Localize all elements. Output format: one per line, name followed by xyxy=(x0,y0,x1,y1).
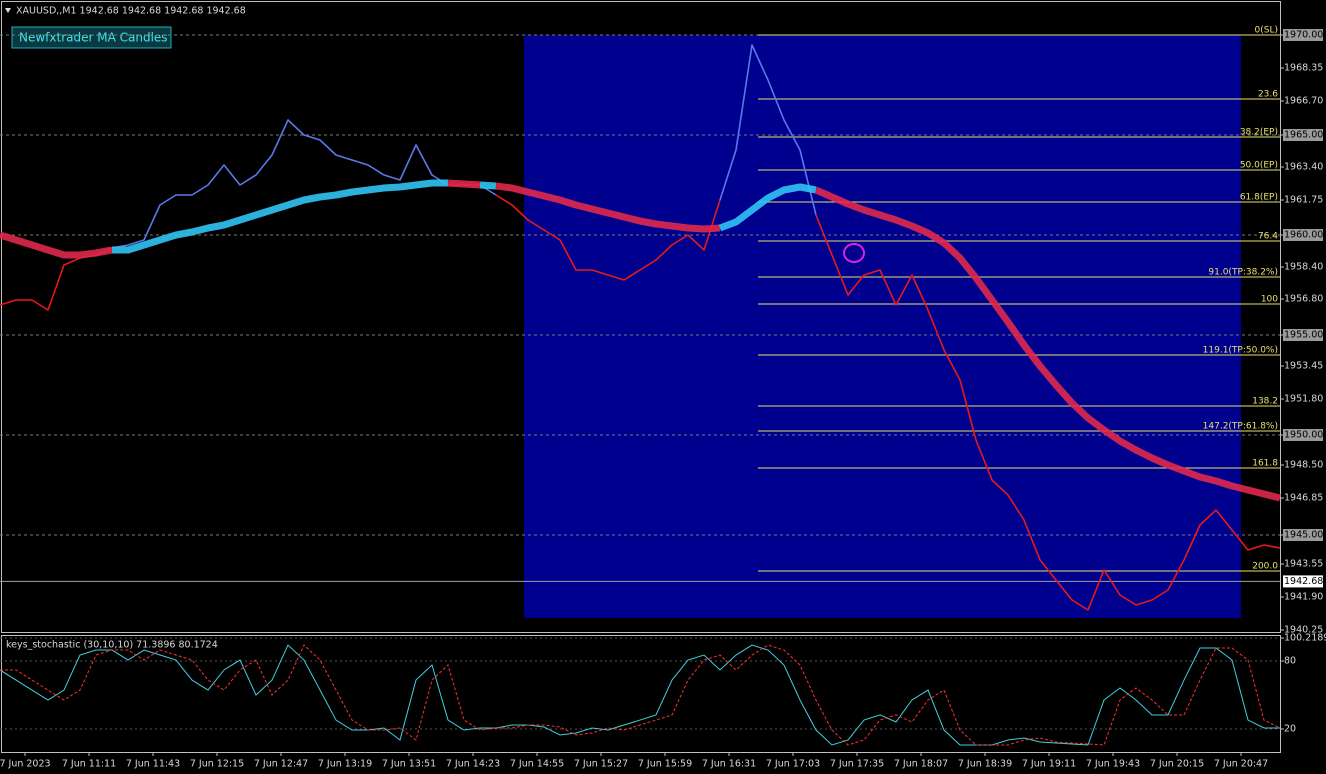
x-tick-label: 7 Jun 14:55 xyxy=(510,759,564,770)
fib-label: 38.2(EP) xyxy=(1240,128,1278,138)
x-tick-label: 7 Jun 17:35 xyxy=(830,759,884,770)
x-tick-label: 7 Jun 19:11 xyxy=(1022,759,1076,770)
fib-zone xyxy=(524,35,1241,618)
y-tick-label: 1941.90 xyxy=(1284,592,1323,603)
fib-label: 50.0(EP) xyxy=(1240,161,1278,171)
fib-label: 91.0(TP:38.2%) xyxy=(1208,268,1278,278)
y-tick-label: 1960.00 xyxy=(1284,230,1323,241)
x-tick-label: 7 Jun 12:47 xyxy=(254,759,308,770)
indicator-button[interactable] xyxy=(11,26,172,49)
fib-label: 119.1(TP:50.0%) xyxy=(1203,346,1278,356)
indicator-button-label[interactable]: Newfxtrader MA Candles xyxy=(19,31,168,45)
y-tick-label: 80 xyxy=(1284,656,1296,667)
y-tick-label: 1953.45 xyxy=(1284,361,1323,372)
marker-circle xyxy=(843,243,865,263)
y-tick-box xyxy=(1283,229,1323,241)
x-tick-label: 7 Jun 14:23 xyxy=(446,759,500,770)
y-tick-label: 1958.40 xyxy=(1284,262,1323,273)
price-line xyxy=(815,214,1281,611)
moving-average xyxy=(718,183,817,232)
x-tick-label: 7 Jun 18:07 xyxy=(894,759,948,770)
y-tick-label: 1951.80 xyxy=(1284,394,1323,405)
y-tick-label: 1970.00 xyxy=(1284,30,1323,41)
y-tick-label: 1955.00 xyxy=(1284,330,1323,341)
x-tick-label: 7 Jun 13:51 xyxy=(382,759,436,770)
x-tick-label: 7 Jun 12:15 xyxy=(190,759,244,770)
x-tick-label: 7 Jun 11:43 xyxy=(126,759,180,770)
stoch-panel-border xyxy=(1,635,1281,753)
y-tick-box xyxy=(1283,29,1323,41)
y-tick-label: 1966.70 xyxy=(1284,96,1323,107)
fib-label: 0(SL) xyxy=(1255,26,1278,36)
plot-layer: 0(SL) 23.6 38.2(EP) 50.0(EP) 61.8(EP) 76.4 91.… xyxy=(0,26,1326,770)
y-tick-label: 1963.40 xyxy=(1284,162,1323,173)
y-tick-label: 1948.50 xyxy=(1284,460,1323,471)
price-line xyxy=(719,44,817,216)
fib-label: 161.8 xyxy=(1252,459,1278,469)
y-tick-label: 1968.35 xyxy=(1284,63,1323,74)
current-price-box xyxy=(1283,575,1323,588)
current-price-label: 1942.68 xyxy=(1284,576,1323,587)
y-tick-label: 1956.80 xyxy=(1284,294,1323,305)
x-tick-label: 7 Jun 13:19 xyxy=(318,759,372,770)
symbol-info: XAUUSD,,M1 1942.68 1942.68 1942.68 1942.… xyxy=(16,6,246,17)
x-tick-label: 7 Jun 18:39 xyxy=(958,759,1012,770)
y-tick-box xyxy=(1283,129,1323,141)
price-line xyxy=(111,119,449,249)
x-tick-label: 7 Jun 15:59 xyxy=(638,759,692,770)
moving-average xyxy=(814,186,1281,502)
moving-average xyxy=(447,179,481,189)
x-tick-label: 7 Jun 17:03 xyxy=(766,759,820,770)
y-tick-label: 20 xyxy=(1284,724,1296,735)
x-tick-label: 7 Jun 20:47 xyxy=(1214,759,1268,770)
y-tick-label: 1961.75 xyxy=(1284,195,1323,206)
menu-arrow[interactable] xyxy=(5,8,11,13)
main-panel-border xyxy=(1,1,1281,633)
fib-label: 200.0 xyxy=(1252,562,1278,572)
fib-label: 138.2 xyxy=(1252,397,1278,407)
price-line xyxy=(495,194,721,281)
x-tick-label: 7 Jun 15:27 xyxy=(574,759,628,770)
moving-average xyxy=(112,179,448,254)
y-tick-box xyxy=(1283,429,1323,441)
y-tick-label: 1940.25 xyxy=(1284,625,1323,636)
fib-label: 23.6 xyxy=(1258,90,1278,100)
fib-label: 100 xyxy=(1261,295,1278,305)
moving-average xyxy=(479,181,497,190)
indicator-title: keys_stochastic (30,10,10) 71.3896 80.17… xyxy=(6,640,218,651)
fib-label: 76.4 xyxy=(1258,232,1278,242)
x-tick-label: 7 Jun 16:31 xyxy=(702,759,756,770)
y-tick-label: 1945.00 xyxy=(1284,530,1323,541)
moving-average xyxy=(495,182,721,233)
y-tick-label: 1943.55 xyxy=(1284,559,1323,570)
y-tick-label: 1950.00 xyxy=(1284,430,1323,441)
x-tick-label: 7 Jun 19:43 xyxy=(1086,759,1140,770)
x-tick-label: 7 Jun 2023 xyxy=(0,759,51,770)
y-tick-box xyxy=(1283,329,1323,341)
signal-line xyxy=(0,644,1281,746)
y-tick-label: 1946.85 xyxy=(1284,493,1323,504)
y-tick-label: 100.2189 xyxy=(1284,633,1326,644)
x-tick-label: 7 Jun 11:11 xyxy=(62,759,116,770)
x-tick-label: 7 Jun 20:15 xyxy=(1150,759,1204,770)
y-tick-label: 1965.00 xyxy=(1284,130,1323,141)
moving-average xyxy=(0,231,113,259)
y-tick-box xyxy=(1283,529,1323,541)
fib-label: 61.8(EP) xyxy=(1240,193,1278,203)
fib-label: 147.2(TP:61.8%) xyxy=(1203,422,1278,432)
